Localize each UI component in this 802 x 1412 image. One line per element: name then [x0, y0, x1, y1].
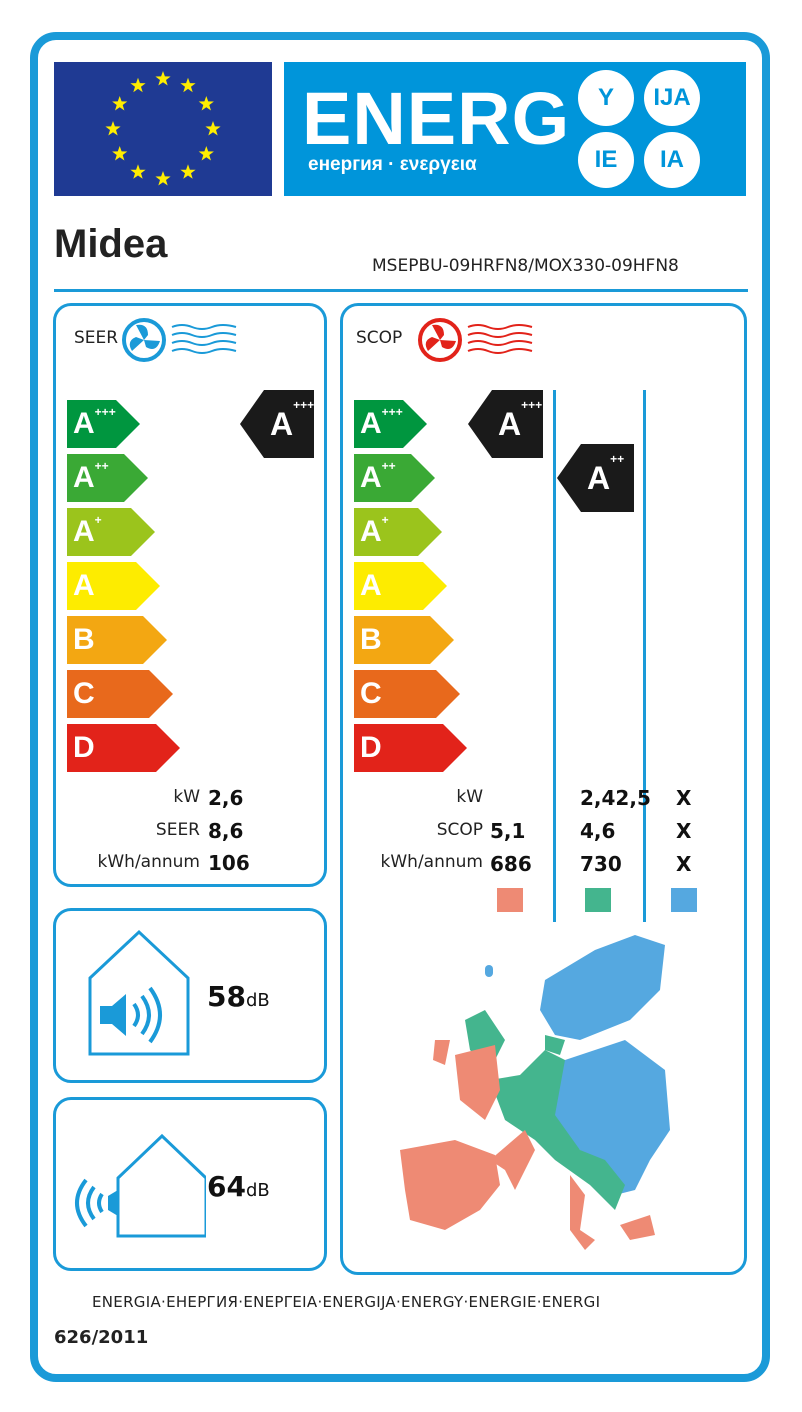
class-letter: C [360, 677, 382, 710]
cooling-kw-label: kW [173, 787, 200, 807]
cooling-kwh-label: kWh/annum [97, 852, 200, 872]
cooling-kw-value: 2,6 [208, 786, 244, 810]
class-letter: A [73, 407, 95, 440]
heating-average-value: 4,6 [580, 819, 616, 843]
star [198, 96, 214, 111]
heating-warmer-value: 686 [490, 852, 532, 876]
noise-value: 64 [207, 1170, 246, 1203]
noise-value: 58 [207, 980, 246, 1013]
heating-kw-label: kW [456, 787, 483, 807]
class-letter: D [73, 731, 95, 764]
indoor-noise-panel [53, 908, 327, 1083]
fan-cold-icon [122, 318, 237, 362]
model-number: MSEPBU-09HRFN8/MOX330-09HFN8 [372, 256, 679, 276]
class-sup: + [94, 513, 102, 527]
energy-header: ENERG енергия · ενεργεια Y IJA IE IA [284, 62, 746, 196]
heating-colder-value: X [676, 786, 692, 810]
class-sup: +++ [94, 405, 116, 419]
marker-letter: A [587, 460, 611, 496]
indoor-noise-value: 58dB [207, 980, 270, 1013]
energy-class-arrow: D [354, 724, 467, 772]
heating-average-value: 730 [580, 852, 622, 876]
column-divider [643, 390, 646, 922]
indoor-speaker-icon [88, 929, 190, 1056]
star [112, 146, 128, 161]
footer-languages: ENERGIA·ЕНЕРГИЯ·ΕΝΕΡΓΕΙΑ·ENERGIJA·ENERGY… [92, 1293, 601, 1311]
cold-zone-swatch [671, 888, 697, 912]
class-letter: A [73, 461, 95, 494]
average-zone-swatch [585, 888, 611, 912]
star [205, 121, 221, 136]
star [130, 77, 146, 93]
star [198, 146, 214, 161]
marker-sup: +++ [293, 398, 315, 412]
cooling-kwh-value: 106 [208, 851, 250, 875]
energy-class-arrow: D [67, 724, 180, 772]
class-letter: B [73, 623, 95, 656]
brand-logo: Midea [54, 222, 168, 266]
outdoor-noise-value: 64dB [207, 1170, 270, 1203]
class-sup: ++ [381, 459, 396, 473]
class-letter: A [360, 569, 382, 602]
star [180, 77, 196, 93]
suffix-ie: IE [578, 132, 634, 188]
energy-subtitle: енергия · ενεργεια [308, 154, 477, 175]
class-letter: D [360, 731, 382, 764]
cooling-panel [53, 303, 327, 887]
star [180, 164, 196, 179]
suffix-y: Y [578, 70, 634, 126]
eu-flag [54, 62, 272, 196]
class-sup: + [381, 513, 389, 527]
class-letter: B [360, 623, 382, 656]
energy-class-arrow: A++ [354, 454, 435, 502]
heating-average-value: 2,42,5 [580, 786, 651, 810]
energy-class-arrow: B [67, 616, 167, 664]
outdoor-noise-panel [53, 1097, 327, 1271]
star [130, 164, 146, 179]
fan-heat-icon [418, 318, 533, 362]
warm-zone-swatch [497, 888, 523, 912]
seer-label: SEER [74, 328, 119, 348]
energy-class-arrow: C [67, 670, 173, 718]
star [105, 121, 121, 136]
noise-unit: dB [245, 990, 270, 1011]
seer-row-label: SEER [155, 820, 200, 840]
marker-sup: +++ [521, 398, 543, 412]
outdoor-speaker-icon [75, 1133, 206, 1238]
europe-climate-map [400, 935, 670, 1250]
marker-sup: ++ [610, 452, 625, 466]
eu-stars-icon [105, 71, 221, 186]
heating-colder-value: X [676, 819, 692, 843]
suffix-ija: IJA [644, 70, 700, 126]
heating-kwh-label: kWh/annum [380, 852, 483, 872]
energy-class-arrow: B [354, 616, 454, 664]
heating-scop-label: SCOP [436, 820, 483, 840]
class-letter: A [73, 569, 95, 602]
energy-title: ENERG [302, 77, 571, 160]
regulation-number: 626/2011 [54, 1327, 149, 1348]
marker-letter: A [270, 406, 294, 442]
star [112, 96, 128, 111]
heating-warmer-value: 5,1 [490, 819, 526, 843]
class-letter: A [360, 515, 382, 548]
seer-value: 8,6 [208, 819, 244, 843]
star [155, 171, 171, 186]
heating-colder-value: X [676, 852, 692, 876]
heating-panel [340, 303, 747, 1275]
suffix-ia: IA [644, 132, 700, 188]
class-sup: ++ [94, 459, 109, 473]
class-letter: C [73, 677, 95, 710]
column-divider [553, 390, 556, 922]
divider [54, 289, 748, 292]
class-letter: A [360, 407, 382, 440]
class-letter: A [73, 515, 95, 548]
marker-letter: A [498, 406, 522, 442]
energy-class-arrow: C [354, 670, 460, 718]
scop-label: SCOP [356, 328, 403, 348]
label-frame [30, 32, 770, 1382]
star [155, 71, 171, 86]
class-letter: A [360, 461, 382, 494]
class-sup: +++ [381, 405, 403, 419]
noise-unit: dB [245, 1180, 270, 1201]
